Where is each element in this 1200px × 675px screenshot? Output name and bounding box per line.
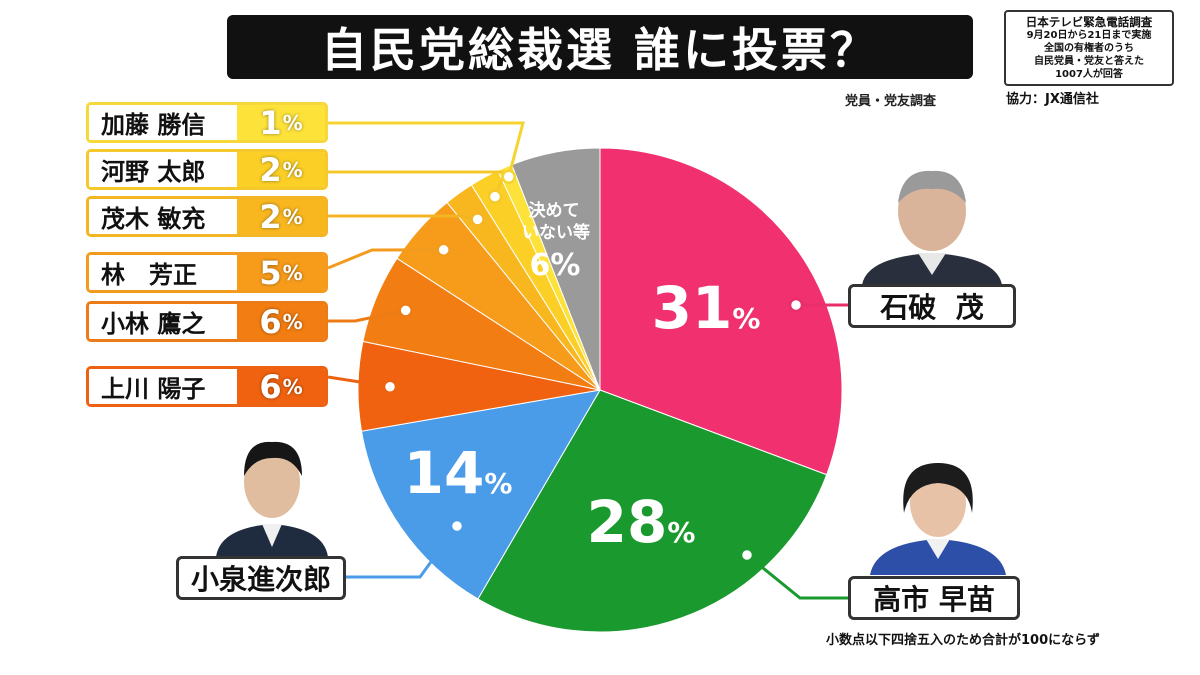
slice-label-koizumi: 14% <box>404 439 513 507</box>
pie-slice-koizumi <box>360 389 601 600</box>
slice-label-undecided-pct: 6% <box>530 248 581 283</box>
survey-info-box: 日本テレビ緊急電話調査 9月20日から21日まで実施 全国の有権者のうち 自民党… <box>1004 10 1174 86</box>
slice-value-ishiba: 31 <box>652 274 733 342</box>
chart-title: 自民党総裁選 誰に投票？ <box>320 23 879 77</box>
percent-sign: % <box>732 302 760 335</box>
title-bar: 自民党総裁選 誰に投票？ <box>227 15 973 79</box>
percent-sign: % <box>667 516 695 549</box>
candidate-pct: 2% <box>237 152 325 187</box>
candidate-pct: 5% <box>237 255 325 290</box>
slice-label-takaichi: 28% <box>587 488 696 556</box>
leader-line-kamikawa <box>327 375 391 389</box>
label-motegi: 茂木 敏充 2% <box>86 196 328 237</box>
survey-line: 9月20日から21日まで実施 <box>1026 29 1152 41</box>
slice-label-ishiba: 31% <box>652 274 761 342</box>
pct-value: 5 <box>259 253 282 292</box>
leader-dot-kobayashi <box>398 303 413 318</box>
leader-dot-hayashi <box>436 242 451 258</box>
leader-dot-kono <box>487 189 503 204</box>
label-koizumi: 小泉進次郎 <box>176 556 346 600</box>
leader-lines <box>327 121 848 600</box>
slice-label-undecided-line1: 決めて <box>529 200 580 221</box>
leader-line-hayashi <box>327 248 444 270</box>
candidate-name: 河野 太郎 <box>89 152 237 187</box>
photo-ishiba <box>852 165 1012 285</box>
leader-dot-motegi <box>470 212 485 227</box>
footnote: 小数点以下四捨五入のため合計が100にならず <box>826 633 1100 648</box>
leader-dot-takaichi <box>739 547 755 563</box>
chart-subtitle: 党員・党友調査 <box>845 94 937 109</box>
pct-value: 2 <box>259 197 282 236</box>
leader-line-kobayashi <box>328 308 406 323</box>
slice-value-koizumi: 14 <box>404 439 485 507</box>
candidate-pct: 1% <box>237 105 325 140</box>
credit-text: 協力：JX通信社 <box>1006 92 1099 107</box>
candidate-name: 加藤 勝信 <box>89 105 237 140</box>
pct-value: 6 <box>259 367 282 406</box>
candidate-pct: 2% <box>237 199 325 234</box>
pct-value: 6 <box>259 302 282 341</box>
leader-line-takaichi <box>746 553 848 600</box>
percent-sign: % <box>282 110 303 135</box>
label-kobayashi: 小林 鷹之 6% <box>86 301 328 342</box>
pct-value: 1 <box>259 103 282 142</box>
survey-line: 1007人が回答 <box>1055 68 1123 80</box>
label-takaichi: 高市 早苗 <box>848 576 1020 620</box>
photo-takaichi <box>868 455 1008 575</box>
in-slice-labels: 31% 28% 14% 決めて いない等 6% <box>404 200 761 556</box>
survey-line: 自民党員・党友と答えた <box>1034 55 1144 67</box>
candidate-name: 小林 鷹之 <box>89 304 237 339</box>
candidate-name: 林 芳正 <box>89 255 237 290</box>
pct-value: 2 <box>259 150 282 189</box>
label-ishiba: 石破 茂 <box>848 284 1016 328</box>
leader-dot-kato <box>501 169 516 184</box>
percent-sign: % <box>282 309 303 334</box>
percent-sign: % <box>282 260 303 285</box>
slice-value-takaichi: 28 <box>587 488 668 556</box>
leader-dot-kamikawa <box>382 379 398 394</box>
pie-slices <box>357 147 843 633</box>
candidate-name: 茂木 敏充 <box>89 199 237 234</box>
candidate-pct: 6% <box>237 369 325 404</box>
leader-dot-koizumi <box>449 518 465 534</box>
leader-dot-ishiba <box>788 297 804 313</box>
percent-sign: % <box>282 374 303 399</box>
leader-line-koizumi <box>346 525 459 579</box>
photo-koizumi <box>212 432 332 557</box>
label-kamikawa: 上川 陽子 6% <box>86 366 328 407</box>
candidate-pct: 6% <box>237 304 325 339</box>
pie-slice-ishiba <box>599 147 843 476</box>
leader-line-kato <box>328 121 525 178</box>
label-hayashi: 林 芳正 5% <box>86 252 328 293</box>
percent-sign: % <box>484 467 512 500</box>
survey-line: 日本テレビ緊急電話調査 <box>1025 14 1153 29</box>
slice-label-undecided-line2: いない等 <box>522 222 590 243</box>
survey-line: 全国の有権者のうち <box>1044 42 1134 54</box>
percent-sign: % <box>282 204 303 229</box>
label-kato: 加藤 勝信 1% <box>86 102 328 143</box>
percent-sign: % <box>282 157 303 182</box>
candidate-name: 上川 陽子 <box>89 369 237 404</box>
label-kono: 河野 太郎 2% <box>86 149 328 190</box>
